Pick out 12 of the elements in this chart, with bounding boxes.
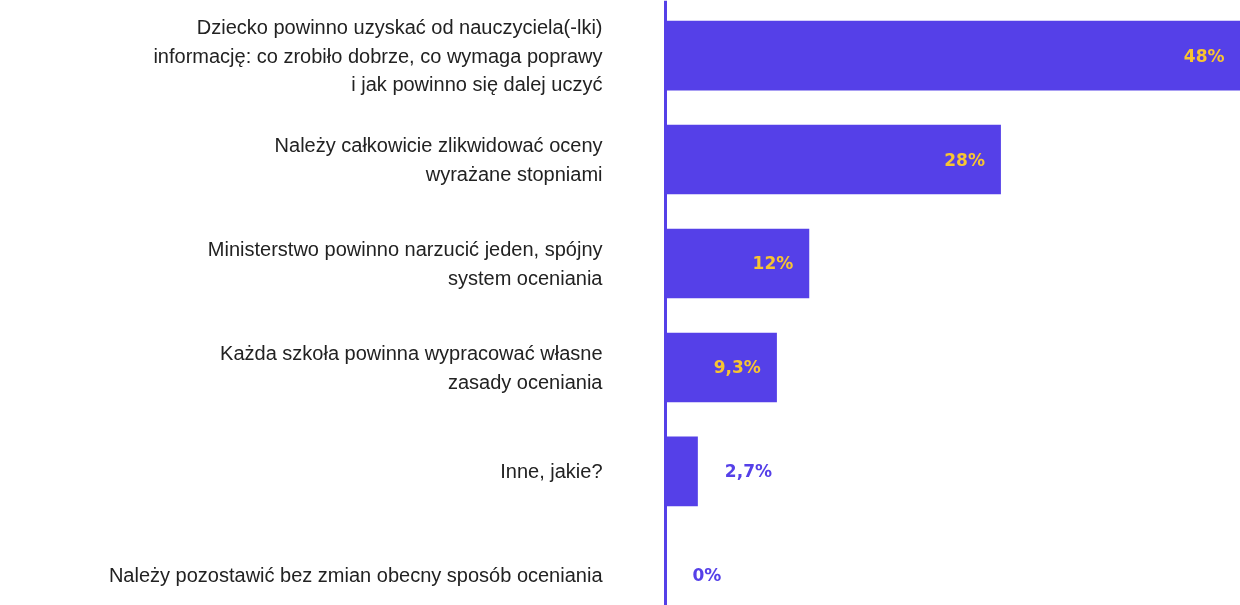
y-tick-label: Należy pozostawić bez zmian obecny sposób oceniania bbox=[108, 564, 604, 587]
data-label: 12% bbox=[752, 253, 794, 274]
y-tick-label: Dziecko powinno uzyskać od nauczyciela(-lki) informację: co zrobiło dobrze, co wymaga poprawy i jak powinno się dalej uczyć bbox=[153, 15, 603, 96]
y-tick-label: Należy całkowicie zlikwidować oceny wyrażane stopniami bbox=[274, 134, 603, 185]
data-label: 48% bbox=[1183, 45, 1225, 66]
data-label: 9,3% bbox=[713, 357, 761, 378]
y-tick-label: Każda szkoła powinna wypracować własne zasady oceniania bbox=[220, 342, 604, 393]
data-label: 2,7% bbox=[724, 461, 772, 482]
y-tick-label: Ministerstwo powinno narzucić jeden, spójny system oceniania bbox=[207, 238, 604, 289]
data-label: 28% bbox=[944, 149, 985, 170]
y-tick-label: Inne, jakie? bbox=[500, 460, 603, 483]
data-label: 0% bbox=[692, 565, 722, 586]
